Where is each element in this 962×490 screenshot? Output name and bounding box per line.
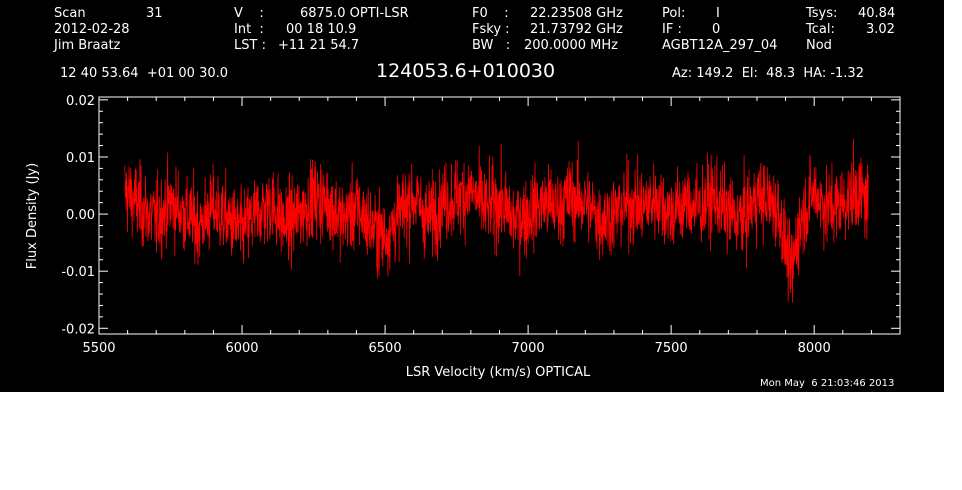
if-label: IF :	[662, 22, 682, 37]
pol-value: I	[716, 6, 720, 21]
y-tick-label: -0.02	[61, 322, 95, 337]
scan-value: 31	[146, 6, 163, 21]
fsky-value: 21.73792 GHz	[530, 22, 623, 37]
pol-label: Pol:	[662, 6, 686, 21]
y-tick-label: 0.01	[66, 151, 95, 166]
y-tick-label: -0.01	[61, 265, 95, 280]
tcal-label: Tcal:	[806, 22, 835, 37]
spectrum-chart: 5500 6000 6500 7000 7500 8000 -0.02 -0.01 0.00 0.…	[25, 94, 901, 380]
y-tick-label: 0.00	[66, 208, 95, 223]
x-tick-label: 8000	[798, 341, 831, 356]
procedure: Nod	[806, 38, 832, 53]
tsys-label: Tsys:	[806, 6, 838, 21]
source-name: 124053.6+010030	[376, 60, 556, 82]
bw-label: BW :	[472, 38, 511, 53]
tcal-value: 3.02	[866, 22, 895, 37]
x-tick-label: 5500	[82, 341, 115, 356]
int-value: 00 18 10.9	[286, 22, 357, 37]
x-tick-label: 6500	[369, 341, 402, 356]
y-axis-label: Flux Density (Jy)	[25, 163, 40, 269]
project-id: AGBT12A_297_04	[662, 38, 778, 53]
f0-label: F0 :	[472, 6, 509, 21]
axis-ticks	[98, 97, 901, 334]
int-label: Int :	[234, 22, 264, 37]
x-tick-label: 7000	[512, 341, 545, 356]
lst-label: LST :	[234, 38, 266, 53]
observer: Jim Braatz	[54, 38, 121, 53]
x-axis-label: LSR Velocity (km/s) OPTICAL	[406, 365, 591, 380]
obs-date: 2012-02-28	[54, 22, 130, 37]
axis-labels: 5500 6000 6500 7000 7500 8000 -0.02 -0.01 0.00 0.…	[61, 94, 830, 356]
lst-value: +11 21 54.7	[278, 38, 360, 53]
spectrum-series	[124, 138, 869, 303]
y-tick-label: 0.02	[66, 94, 95, 109]
az-el-ha: Az: 149.2 El: 48.3 HA: -1.32	[672, 66, 864, 81]
plot-frame	[98, 96, 901, 335]
if-value: 0	[712, 22, 721, 37]
bw-value: 200.0000 MHz	[524, 38, 618, 53]
tsys-value: 40.84	[858, 6, 896, 21]
velocity-label: V :	[234, 6, 264, 21]
plot-timestamp: Mon May 6 21:03:46 2013	[760, 378, 895, 389]
plot-window: Scan 31 2012-02-28 Jim Braatz V : 6875.0…	[0, 0, 944, 392]
spectrum-line	[124, 138, 869, 303]
f0-value: 22.23508 GHz	[530, 6, 623, 21]
x-tick-label: 7500	[655, 341, 688, 356]
velocity-value: 6875.0 OPTI-LSR	[300, 6, 409, 21]
source-coordinates: 12 40 53.64 +01 00 30.0	[60, 66, 229, 81]
scan-label: Scan	[54, 6, 86, 21]
fsky-label: Fsky :	[472, 22, 510, 37]
x-tick-label: 6000	[225, 341, 258, 356]
